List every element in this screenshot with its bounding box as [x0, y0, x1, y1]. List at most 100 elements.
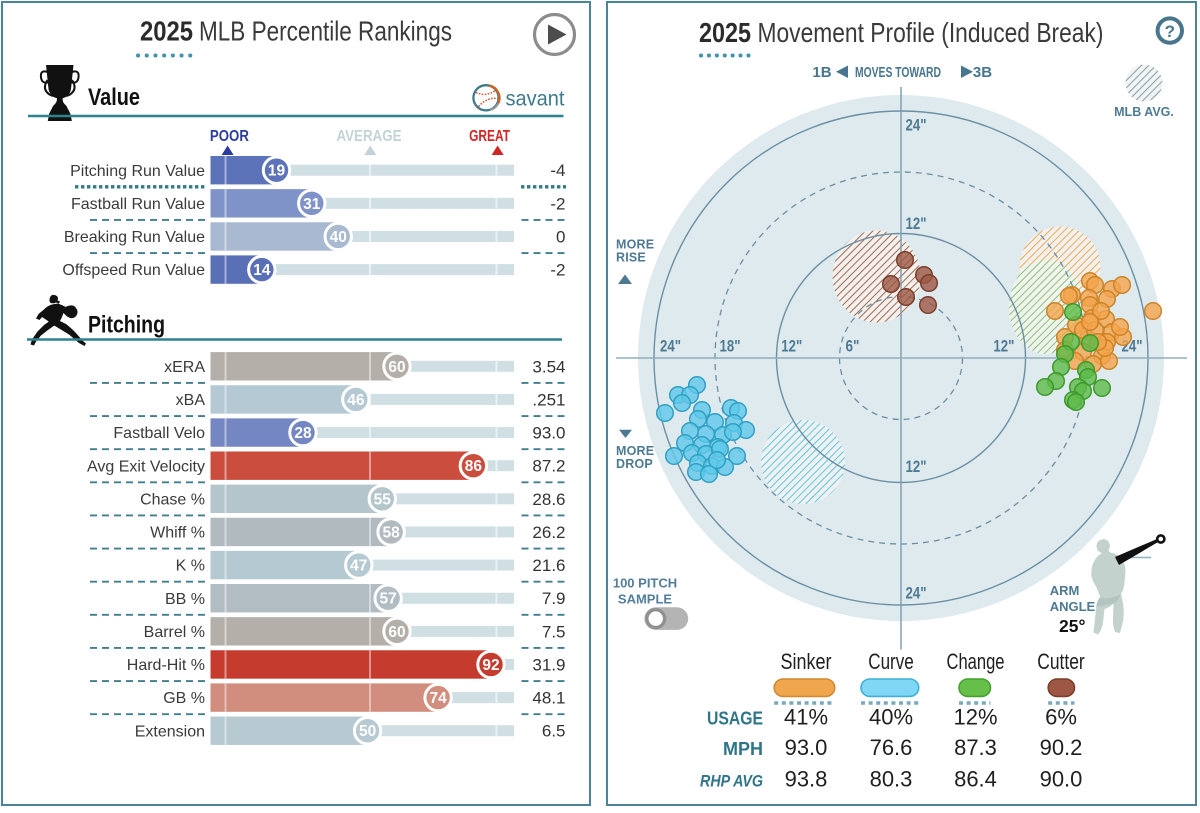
svg-text:60: 60 — [388, 359, 405, 376]
svg-text:2025: 2025 — [140, 16, 193, 47]
svg-text:0: 0 — [556, 227, 565, 246]
svg-text:Chase %: Chase % — [140, 491, 205, 508]
svg-text:Change: Change — [947, 649, 1005, 674]
svg-text:46: 46 — [347, 392, 365, 409]
svg-text:Whiff %: Whiff % — [150, 525, 205, 542]
svg-text:12%: 12% — [953, 705, 997, 730]
svg-text:74: 74 — [429, 690, 447, 707]
svg-text:24": 24" — [906, 117, 927, 135]
svg-text:SAMPLE: SAMPLE — [618, 592, 673, 607]
svg-text:ARM: ARM — [1050, 583, 1080, 598]
svg-text:Movement Profile (Induced Brea: Movement Profile (Induced Break) — [758, 17, 1104, 48]
svg-text:31.9: 31.9 — [532, 655, 565, 674]
svg-text:80.3: 80.3 — [870, 767, 913, 792]
svg-text:25°: 25° — [1059, 616, 1085, 636]
svg-text:6%: 6% — [1045, 705, 1077, 730]
svg-text:28: 28 — [294, 425, 312, 442]
svg-text:MOVES TOWARD: MOVES TOWARD — [855, 64, 941, 81]
svg-text:Cutter: Cutter — [1037, 649, 1085, 674]
svg-text:87.2: 87.2 — [532, 457, 565, 476]
svg-text:GREAT: GREAT — [469, 128, 510, 145]
svg-text:ANGLE: ANGLE — [1050, 599, 1096, 614]
svg-text:24": 24" — [660, 338, 681, 356]
svg-text:86.4: 86.4 — [954, 767, 997, 792]
svg-text:Offspeed Run Value: Offspeed Run Value — [62, 262, 205, 279]
svg-text:86: 86 — [465, 458, 483, 475]
svg-text:savant: savant — [506, 87, 565, 111]
svg-text:100 PITCH: 100 PITCH — [613, 576, 677, 591]
svg-text:Fastball Velo: Fastball Velo — [113, 425, 205, 442]
svg-text:50: 50 — [359, 723, 376, 740]
svg-text:60: 60 — [388, 624, 405, 641]
svg-text:12": 12" — [906, 458, 927, 476]
svg-text:12": 12" — [906, 215, 927, 233]
svg-text:90.0: 90.0 — [1040, 767, 1083, 792]
svg-text:93.0: 93.0 — [532, 424, 565, 443]
svg-text:18": 18" — [720, 338, 741, 356]
svg-text:93.8: 93.8 — [785, 767, 828, 792]
svg-text:48.1: 48.1 — [532, 689, 565, 708]
svg-text:47: 47 — [350, 558, 367, 575]
svg-text:6": 6" — [846, 338, 860, 356]
svg-text:76.6: 76.6 — [870, 735, 913, 760]
svg-text:RHP AVG: RHP AVG — [700, 772, 763, 791]
svg-text:3.54: 3.54 — [532, 357, 565, 376]
svg-text:.251: .251 — [532, 390, 565, 409]
svg-text:21.6: 21.6 — [532, 556, 565, 575]
svg-text:90.2: 90.2 — [1040, 735, 1083, 760]
svg-text:58: 58 — [382, 524, 400, 541]
svg-text:31: 31 — [303, 196, 321, 213]
svg-text:55: 55 — [374, 491, 392, 508]
svg-text:24": 24" — [906, 585, 927, 603]
svg-text:Pitching: Pitching — [88, 312, 165, 339]
svg-text:-4: -4 — [550, 161, 565, 180]
svg-text:xBA: xBA — [176, 392, 206, 409]
svg-text:Pitching Run Value: Pitching Run Value — [70, 163, 205, 180]
svg-text:GB %: GB % — [163, 690, 205, 707]
svg-text:12": 12" — [993, 338, 1014, 356]
svg-text:BB %: BB % — [165, 591, 205, 608]
svg-text:40%: 40% — [869, 705, 913, 730]
svg-text:19: 19 — [268, 163, 286, 180]
svg-text:93.0: 93.0 — [785, 735, 828, 760]
svg-text:Hard-Hit %: Hard-Hit % — [127, 657, 205, 674]
svg-text:MLB Percentile Rankings: MLB Percentile Rankings — [199, 16, 452, 47]
svg-text:Curve: Curve — [868, 649, 914, 674]
svg-text:28.6: 28.6 — [532, 490, 565, 509]
svg-text:Fastball Run Value: Fastball Run Value — [71, 196, 205, 213]
svg-text:USAGE: USAGE — [707, 709, 763, 729]
svg-text:Value: Value — [88, 84, 140, 111]
svg-text:14: 14 — [253, 262, 271, 279]
svg-text:1B: 1B — [812, 64, 831, 81]
svg-text:Avg Exit Velocity: Avg Exit Velocity — [87, 458, 205, 475]
svg-text:-2: -2 — [550, 194, 565, 213]
svg-text:-2: -2 — [550, 261, 565, 280]
svg-text:MORE: MORE — [616, 238, 654, 252]
svg-text:?: ? — [1165, 22, 1175, 41]
svg-text:Extension: Extension — [135, 723, 205, 740]
svg-text:MPH: MPH — [723, 739, 763, 759]
svg-text:DROP: DROP — [616, 457, 653, 471]
svg-text:7.5: 7.5 — [542, 622, 566, 641]
svg-text:3B: 3B — [973, 64, 992, 81]
svg-text:Sinker: Sinker — [781, 649, 832, 674]
svg-text:Barrel %: Barrel % — [144, 624, 205, 641]
svg-text:41%: 41% — [784, 705, 828, 730]
svg-text:MORE: MORE — [616, 444, 654, 458]
svg-text:57: 57 — [380, 591, 397, 608]
svg-text:92: 92 — [482, 657, 499, 674]
svg-text:K %: K % — [176, 558, 205, 575]
svg-text:2025: 2025 — [699, 17, 751, 48]
svg-text:Breaking Run Value: Breaking Run Value — [64, 229, 205, 246]
svg-text:6.5: 6.5 — [542, 722, 566, 741]
svg-text:26.2: 26.2 — [532, 523, 565, 542]
svg-text:MLB AVG.: MLB AVG. — [1114, 105, 1174, 119]
svg-text:RISE: RISE — [616, 251, 646, 265]
svg-text:12": 12" — [781, 338, 802, 356]
svg-text:87.3: 87.3 — [954, 735, 997, 760]
svg-text:7.9: 7.9 — [542, 589, 566, 608]
svg-text:xERA: xERA — [164, 359, 205, 376]
svg-text:POOR: POOR — [210, 128, 249, 145]
svg-text:40: 40 — [330, 229, 347, 246]
svg-text:AVERAGE: AVERAGE — [337, 128, 402, 145]
